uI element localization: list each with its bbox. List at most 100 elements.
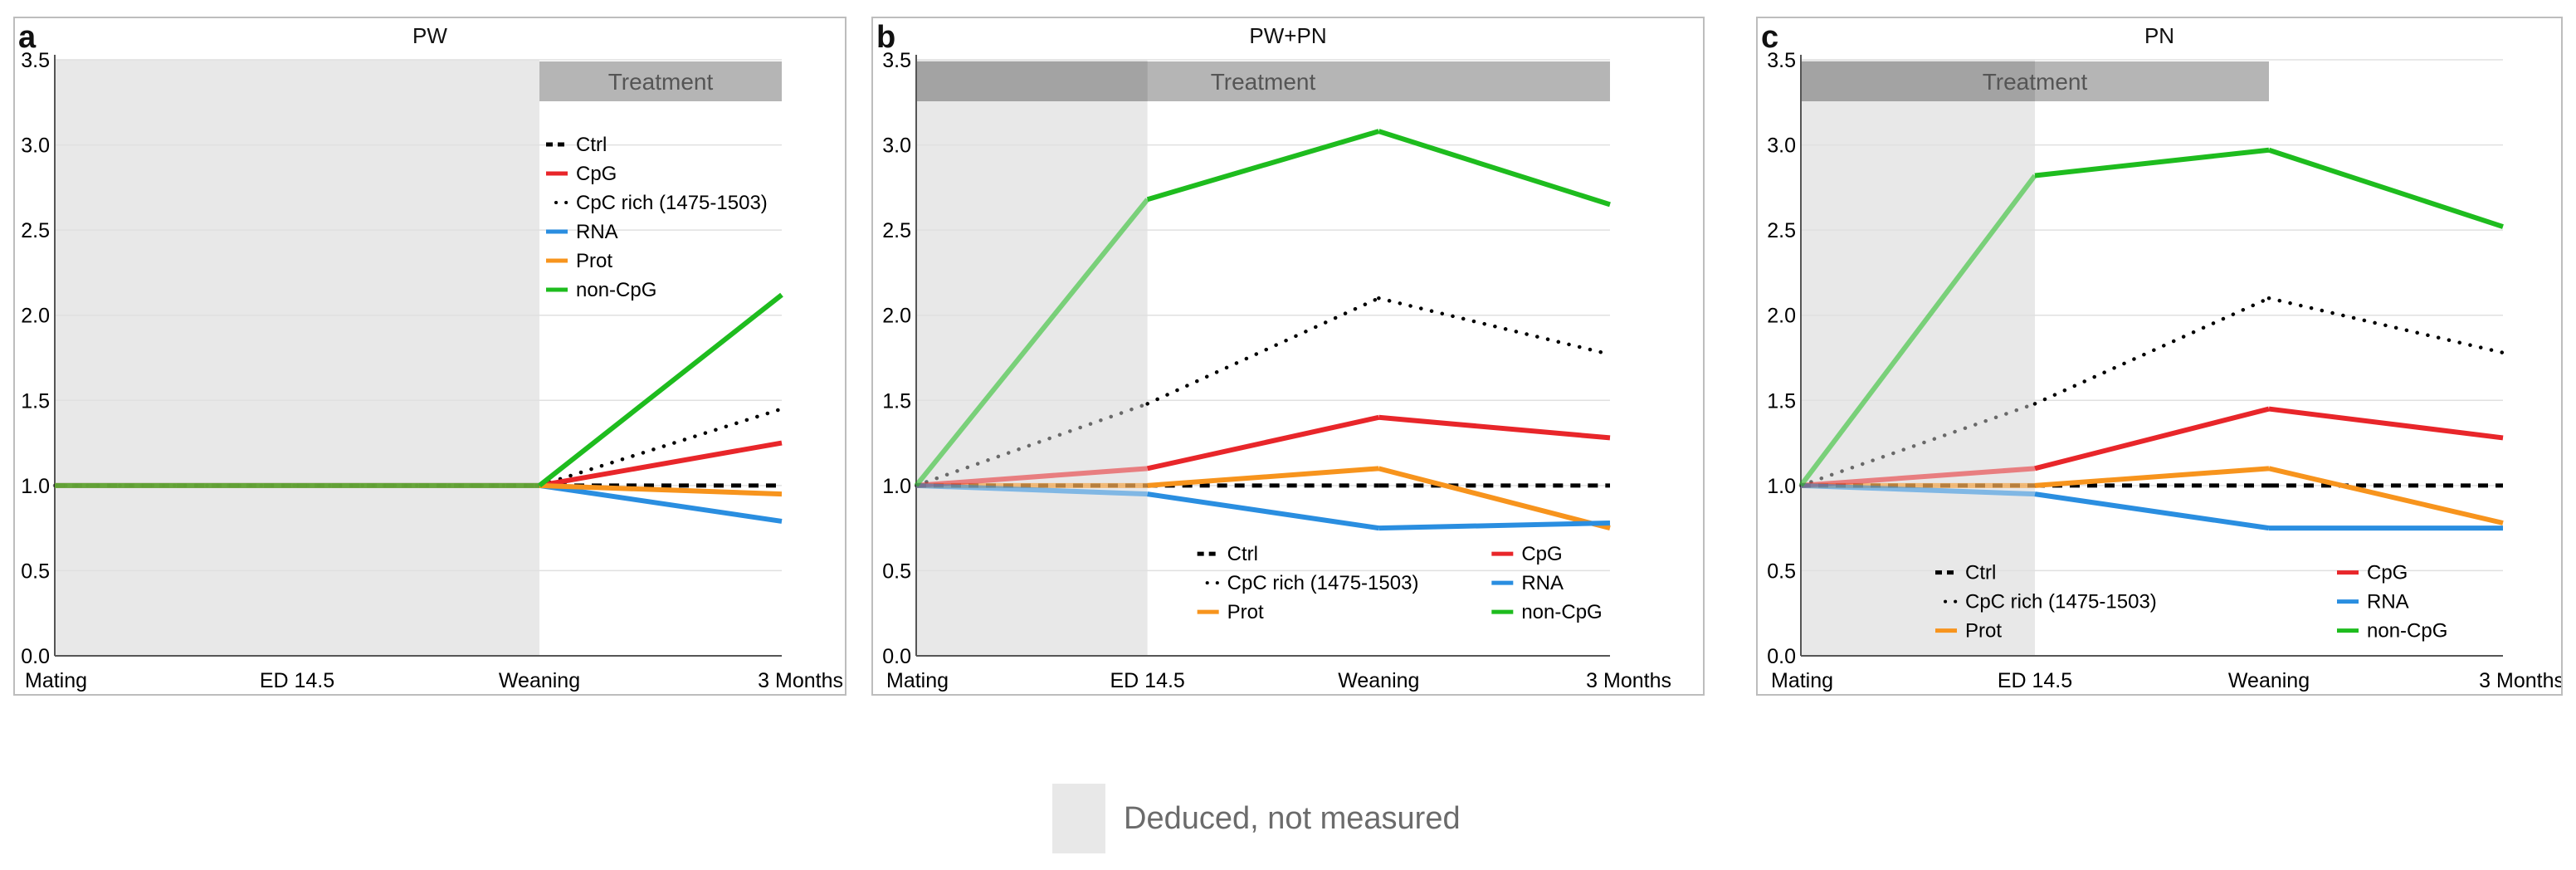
treatment-label: Treatment	[1983, 69, 2088, 95]
legend-label: CpC rich (1475-1503)	[1965, 591, 2157, 613]
series-segment	[1147, 466, 1379, 488]
legend-item: non-CpG	[2337, 620, 2447, 643]
series-segment	[2034, 466, 2270, 488]
y-tick-label: 2.5	[882, 219, 911, 242]
series-segment	[914, 198, 1149, 487]
series-cpc-rich-1475-1503-	[914, 296, 1612, 488]
series-segment	[537, 407, 784, 488]
legend-item: Prot	[1935, 620, 2002, 643]
legend-label: CpG	[576, 163, 617, 185]
series-segment	[1800, 482, 2036, 497]
legend-item: non-CpG	[546, 279, 656, 301]
y-tick-label: 2.0	[1767, 305, 1796, 328]
series-rna	[915, 482, 1611, 531]
series-segment	[2268, 466, 2504, 525]
deduced-swatch	[1052, 784, 1105, 853]
legend-label: Ctrl	[1227, 543, 1258, 565]
series-segment	[1147, 414, 1379, 472]
legend-item: CpC rich (1475-1503)	[554, 192, 768, 214]
y-tick-label: 1.5	[882, 389, 911, 413]
chart-panel-c: Treatment 0.0 0.5 1.0 1.5 2.0 2.5 3.0 3.5 Mating E…	[1756, 17, 2563, 696]
series-segment	[2268, 147, 2504, 229]
x-tick-label: ED 14.5	[1998, 669, 2072, 692]
series-segment	[1377, 296, 1612, 357]
panel-title: PW+PN	[1249, 23, 1327, 48]
x-tick-label: Weaning	[499, 669, 580, 692]
legend-label: Ctrl	[1965, 562, 1996, 584]
series-segment	[2268, 406, 2504, 441]
series-non-cpg	[1798, 147, 2504, 487]
series-segment	[1378, 129, 1611, 208]
legend-item: RNA	[546, 221, 618, 243]
legend-item: CpG	[546, 163, 617, 185]
treatment-label: Treatment	[1211, 69, 1316, 95]
x-tick-label: Mating	[1771, 669, 1833, 692]
series-segment	[1147, 491, 1379, 531]
legend-item: RNA	[1491, 572, 1564, 594]
series-segment	[2034, 147, 2270, 178]
series-cpg	[1800, 406, 2504, 488]
legend-label: RNA	[576, 221, 618, 243]
chart-panel-b: Treatment 0.0 0.5 1.0 1.5 2.0 2.5 3.0 3.5 Mating E…	[871, 17, 1705, 696]
series-segment	[1798, 402, 2037, 488]
treatment-label: Treatment	[608, 69, 714, 95]
series-segment	[2032, 296, 2271, 406]
deduced-caption-label: Deduced, not measured	[1124, 800, 1461, 836]
legend-item: non-CpG	[1491, 601, 1603, 623]
y-tick-label: 3.0	[21, 134, 50, 158]
x-tick-label: ED 14.5	[1110, 669, 1184, 692]
series-segment	[2034, 406, 2270, 472]
treatment-band-deduced	[1801, 61, 2035, 101]
series-segment	[538, 292, 783, 488]
legend-label: non-CpG	[2367, 620, 2447, 643]
legend-item: Ctrl	[546, 134, 607, 156]
panel-letter: b	[876, 20, 896, 55]
y-tick-label: 1.0	[21, 475, 50, 498]
chart-svg-b: Treatment 0.0 0.5 1.0 1.5 2.0 2.5 3.0 3.5 Mating E…	[882, 49, 1671, 692]
y-tick-label: 2.5	[1767, 219, 1796, 242]
y-tick-label: 0.0	[21, 645, 50, 668]
legend-label: CpC rich (1475-1503)	[576, 192, 768, 214]
y-tick-label: 3.5	[882, 49, 911, 72]
series-cpc-rich-1475-1503-	[1798, 296, 2505, 488]
series-segment	[1798, 174, 2037, 487]
panel-letter: a	[18, 20, 37, 55]
series-rna	[1800, 482, 2503, 531]
legend-label: Prot	[1965, 620, 2002, 643]
y-tick-label: 0.5	[21, 560, 50, 583]
y-tick-label: 3.5	[1767, 49, 1796, 72]
series-segment	[1378, 414, 1611, 441]
series-segment	[1378, 466, 1611, 531]
chart-svg-c: Treatment 0.0 0.5 1.0 1.5 2.0 2.5 3.0 3.5 Mating E…	[1767, 49, 2561, 692]
legend-item: Prot	[1197, 601, 1264, 623]
series-non-cpg	[914, 129, 1611, 487]
x-tick-label: Weaning	[1338, 669, 1419, 692]
x-tick-label: ED 14.5	[260, 669, 334, 692]
deduced-region	[55, 60, 539, 656]
x-tick-label: 3 Months	[1586, 669, 1671, 692]
y-tick-label: 0.5	[882, 560, 911, 583]
series-segment	[1378, 520, 1611, 531]
deduced-caption: Deduced, not measured	[1052, 784, 1461, 853]
y-tick-label: 0.0	[1767, 645, 1796, 668]
series-segment	[915, 482, 1148, 497]
legend-label: Prot	[1227, 601, 1264, 623]
x-tick-label: 3 Months	[2479, 669, 2561, 692]
series-segment	[2266, 296, 2505, 355]
y-tick-label: 3.5	[21, 49, 50, 72]
series-segment	[539, 440, 783, 488]
chart-svg-a: Treatment 0.0 0.5 1.0 1.5 2.0 2.5 3.0 3.5 Mating E…	[21, 49, 843, 692]
y-tick-label: 2.0	[882, 305, 911, 328]
panel-title: PN	[2144, 23, 2175, 48]
legend-label: CpG	[1521, 543, 1562, 565]
legend-item: Prot	[546, 250, 612, 272]
series-segment	[539, 482, 783, 497]
legend-item: CpG	[2337, 562, 2408, 584]
series-segment	[1800, 466, 2036, 488]
legend-item: CpC rich (1475-1503)	[1205, 572, 1418, 594]
legend-item: CpC rich (1475-1503)	[1944, 591, 2157, 613]
legend-item: Ctrl	[1935, 562, 1996, 584]
legend-label: Ctrl	[576, 134, 607, 156]
series-segment	[1146, 129, 1380, 203]
series-non-cpg	[55, 292, 783, 488]
